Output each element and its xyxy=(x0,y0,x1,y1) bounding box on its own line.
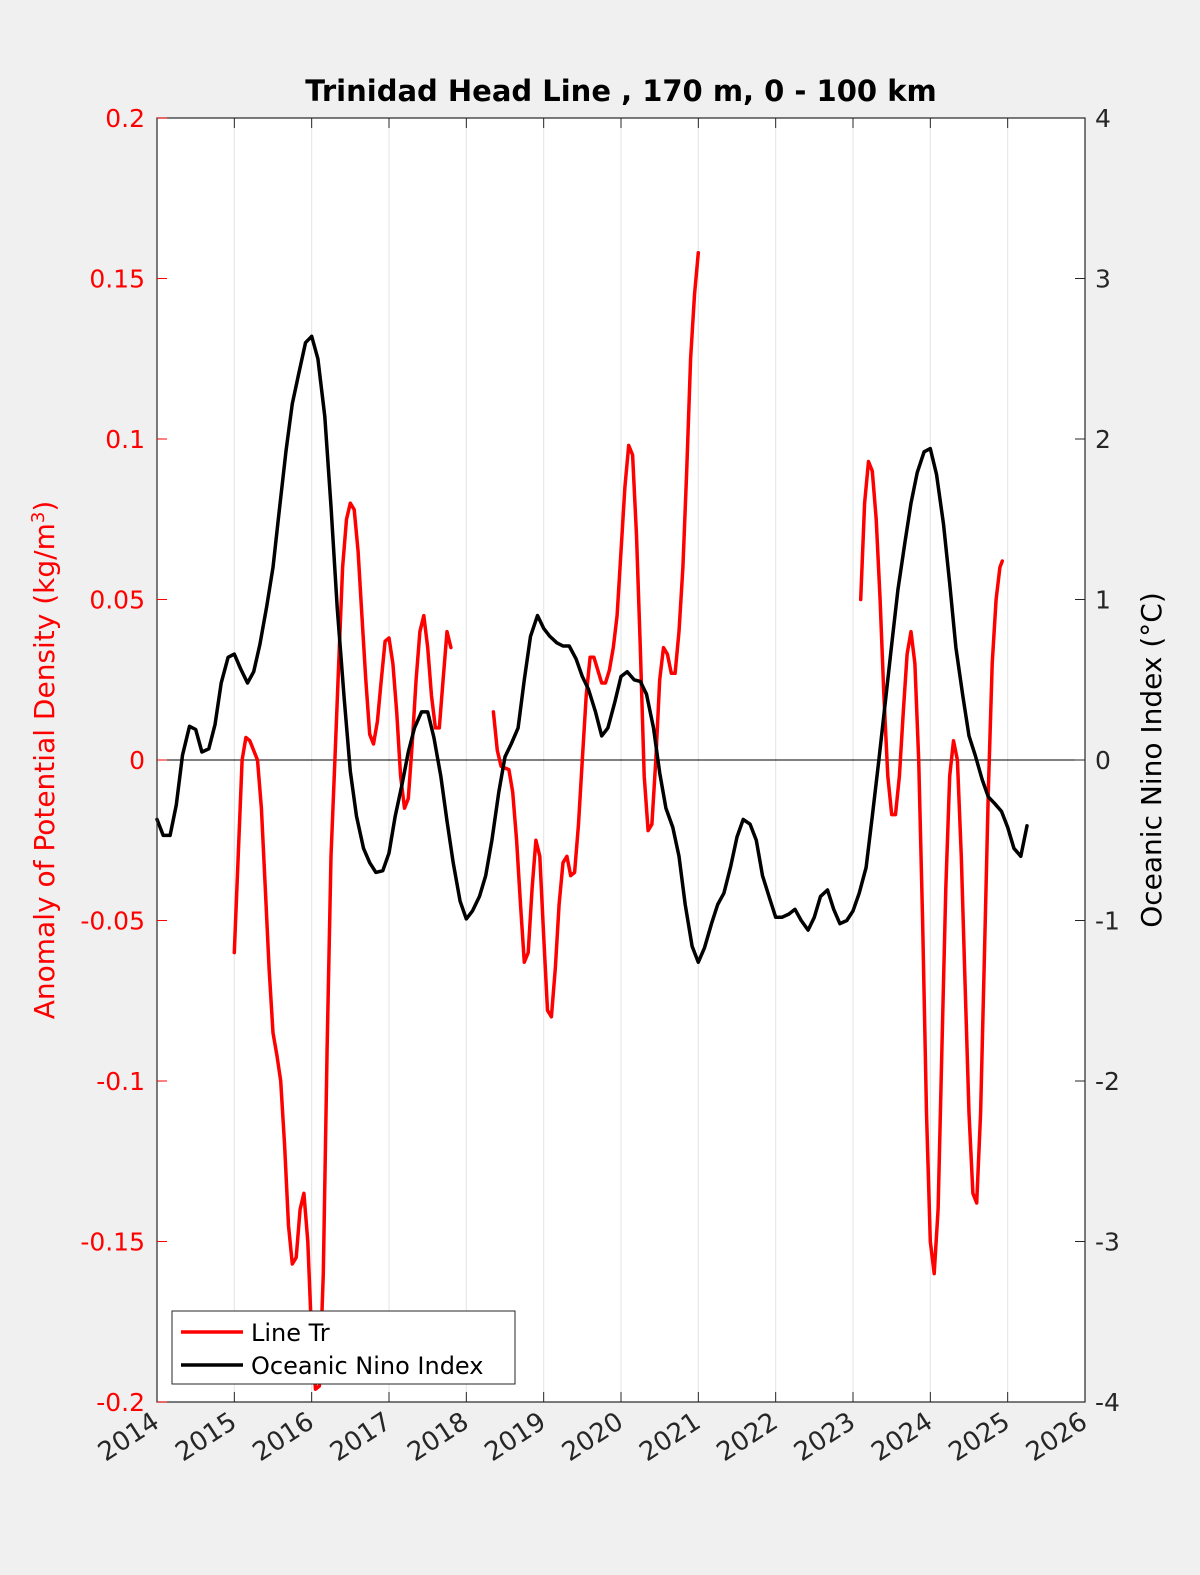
right-tick-label-1: -3 xyxy=(1095,1228,1120,1257)
left-tick-label-2: -0.1 xyxy=(96,1067,145,1096)
right-tick-label-0: -4 xyxy=(1095,1388,1120,1417)
right-tick-label-5: 1 xyxy=(1095,586,1111,615)
left-tick-label-7: 0.15 xyxy=(89,265,145,294)
series-oceanic-nino-index-segment-1 xyxy=(155,334,1029,964)
chart-title: Trinidad Head Line , 170 m, 0 - 100 km xyxy=(305,74,936,108)
right-axis: -4 -3 -2 -1 0 1 2 3 4 xyxy=(1075,104,1120,1417)
left-tick-label-6: 0.1 xyxy=(105,425,145,454)
left-tick-label-5: 0.05 xyxy=(89,586,145,615)
right-tick-label-6: 2 xyxy=(1095,425,1111,454)
right-tick-label-3: -1 xyxy=(1095,907,1120,936)
right-axis-label: Oceanic Nino Index (°C) xyxy=(1135,592,1168,928)
left-tick-label-3: -0.05 xyxy=(80,907,145,936)
left-axis-label: Anomaly of Potential Density (kg/m3) xyxy=(28,501,62,1020)
left-tick-label-1: -0.15 xyxy=(80,1228,145,1257)
legend-box xyxy=(171,1310,516,1385)
series-layer xyxy=(155,251,1029,1391)
series-line-tr-segment-1 xyxy=(232,501,453,1391)
left-axis: -0.2 -0.15 -0.1 -0.05 0 0.05 0.1 0.15 0.2 xyxy=(80,104,167,1417)
right-tick-label-8: 4 xyxy=(1095,104,1111,133)
series-line-tr-segment-2 xyxy=(491,251,701,1019)
left-tick-label-4: 0 xyxy=(129,746,145,775)
legend: Line Tr Oceanic Nino Index xyxy=(171,1310,516,1385)
right-tick-label-7: 3 xyxy=(1095,265,1111,294)
legend-label-oni: Oceanic Nino Index xyxy=(251,1352,483,1380)
legend-label-line-tr: Line Tr xyxy=(251,1319,330,1347)
left-tick-label-0: -0.2 xyxy=(96,1388,145,1417)
right-tick-label-2: -2 xyxy=(1095,1067,1120,1096)
right-tick-label-4: 0 xyxy=(1095,746,1111,775)
left-tick-label-8: 0.2 xyxy=(105,104,145,133)
